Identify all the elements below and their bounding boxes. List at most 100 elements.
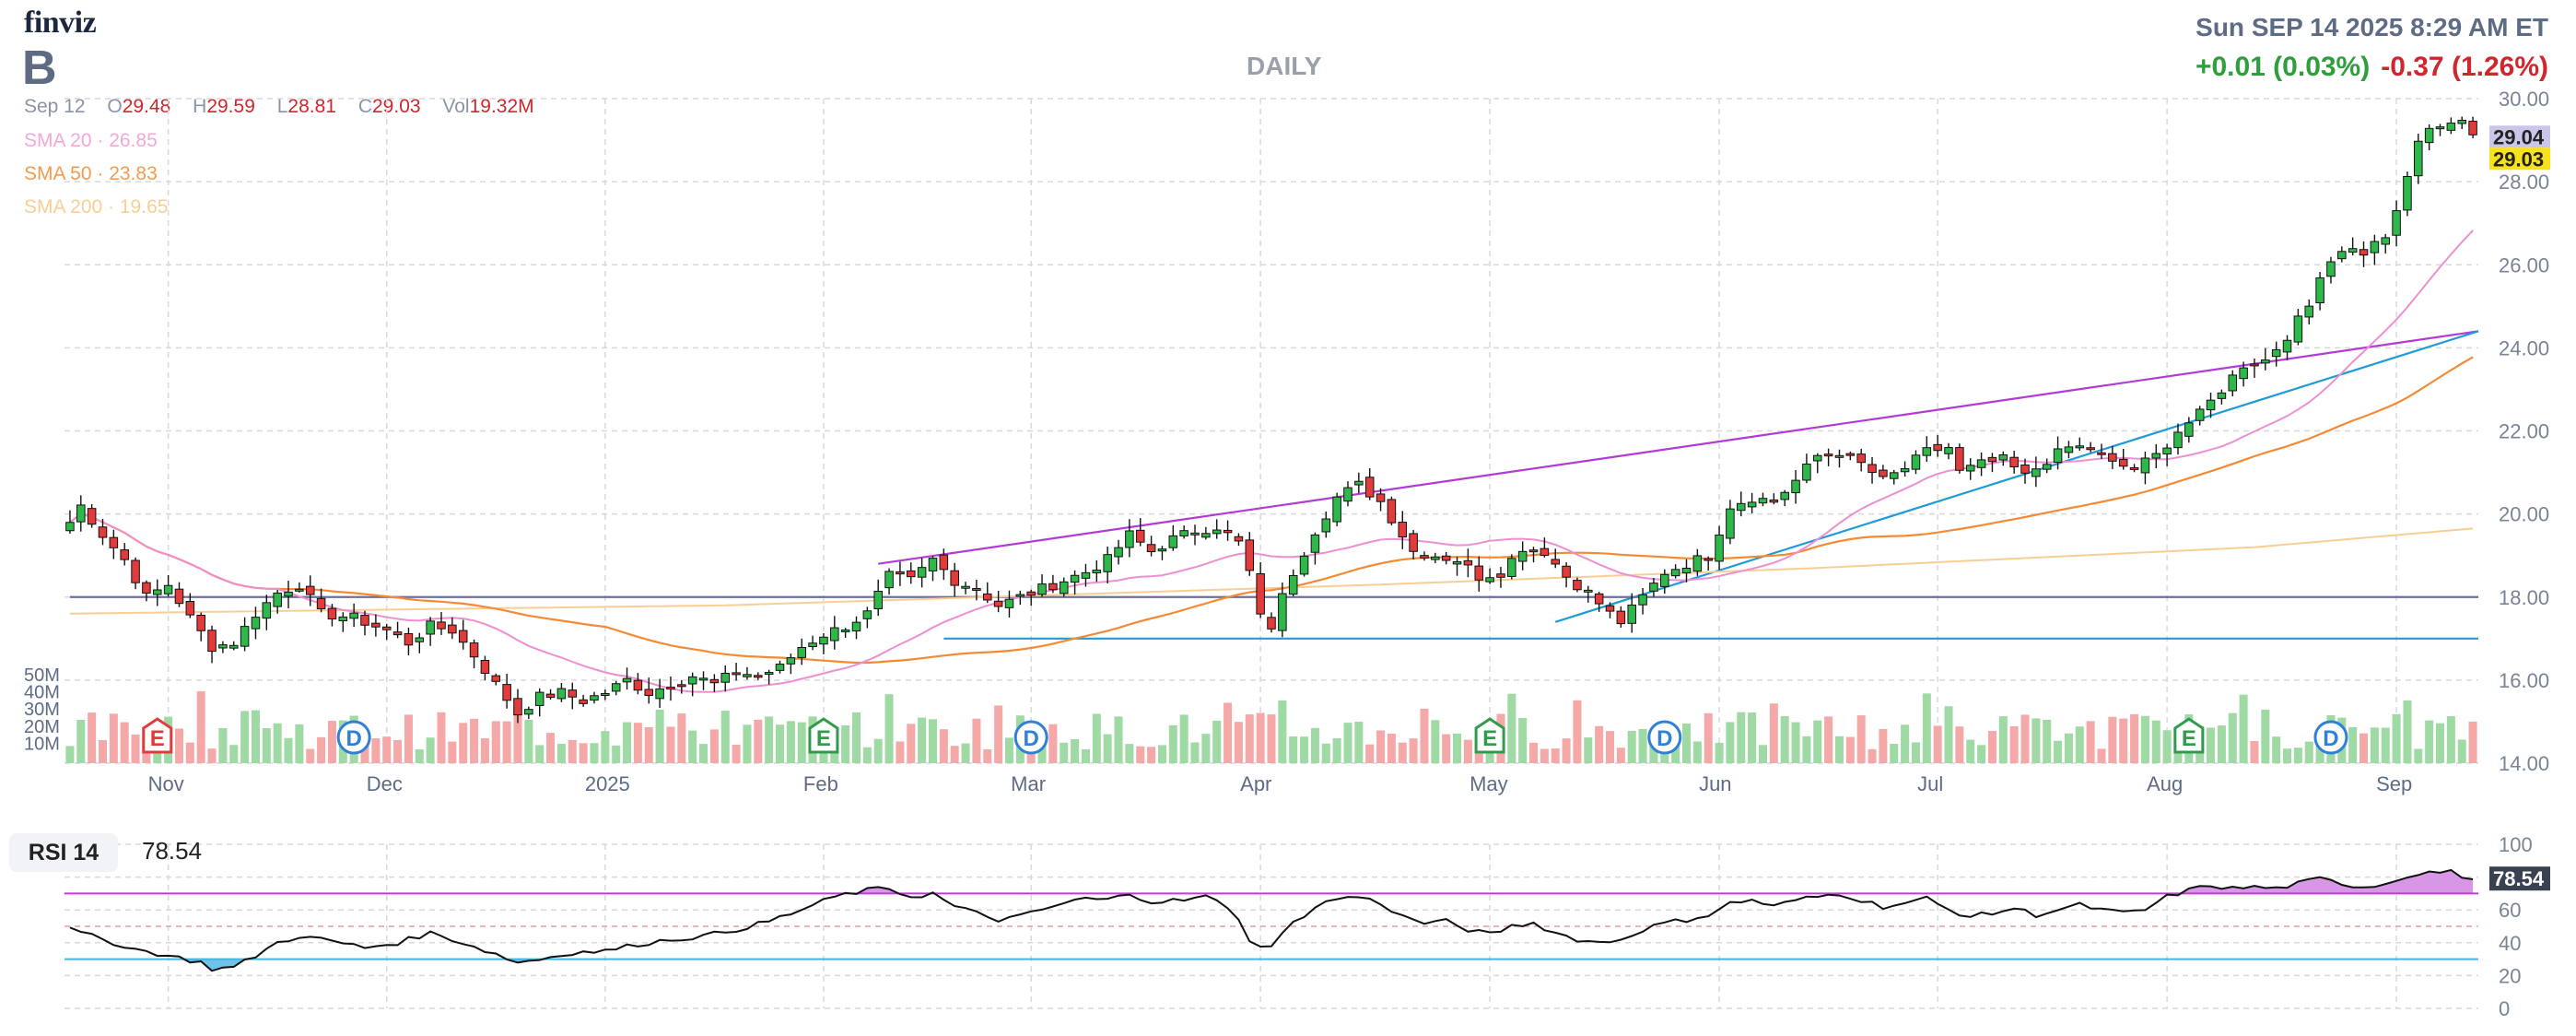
volume-bar [1715, 742, 1724, 763]
volume-bar [1168, 724, 1177, 763]
event-marker-label: E [2182, 726, 2196, 751]
volume-bar [1376, 730, 1386, 763]
candle-body [1135, 529, 1145, 543]
volume-bar [502, 721, 511, 763]
volume-bar [732, 745, 741, 763]
time-tick-label: Jul [1917, 772, 1943, 795]
candle-body [677, 684, 686, 688]
candle-body [2009, 456, 2019, 468]
volume-bar [612, 745, 621, 763]
time-tick-label: Nov [148, 772, 184, 795]
volume-bar [1758, 745, 1767, 763]
last-price-badge-bg [2489, 125, 2550, 148]
sma20-legend[interactable]: SMA 20 · 26.85 [24, 130, 158, 151]
rsi-tick-label: 60 [2499, 899, 2521, 922]
candle-body [1726, 508, 1735, 539]
candle-body [2435, 126, 2445, 130]
candle-body [1737, 502, 1746, 512]
volume-bar [1933, 725, 1942, 763]
sma20-line [69, 230, 2474, 693]
candle-body [2162, 447, 2172, 455]
sma200-legend[interactable]: SMA 200 · 19.65 [24, 196, 169, 218]
volume-bar [284, 737, 293, 763]
volume-bar [688, 730, 697, 763]
trendline-upper-channel [878, 330, 2479, 565]
candle-body [786, 657, 796, 665]
volume-bar [437, 712, 446, 763]
candle-body [2129, 466, 2139, 470]
sma50-legend[interactable]: SMA 50 · 23.83 [24, 163, 158, 184]
volume-bar [1562, 738, 1571, 763]
volume-bar [961, 743, 970, 763]
candle-body [437, 621, 446, 630]
candle-body [2053, 448, 2063, 464]
close-label: C [357, 96, 372, 117]
candle-body [1758, 498, 1768, 504]
close-value: 29.03 [372, 96, 421, 117]
volume-bar [131, 734, 140, 763]
volume-bar [2108, 716, 2117, 763]
close-price-badge: 29.03 [2493, 147, 2544, 171]
candle-body [993, 600, 1003, 607]
volume-bar [404, 714, 413, 763]
candle-body [1791, 479, 1800, 494]
volume-bar [327, 721, 336, 763]
volume-bar [1278, 700, 1287, 763]
candle-body [830, 627, 839, 642]
volume-bar [841, 725, 850, 763]
price-tick-label: 26.00 [2499, 253, 2549, 277]
candle-body [240, 626, 250, 647]
sma50-line [69, 356, 2474, 665]
candle-body [1234, 536, 1244, 542]
candle-body [1649, 583, 1658, 592]
volume-bar [2162, 730, 2172, 763]
finviz-logo[interactable]: finviz [24, 6, 97, 40]
volume-bar [1256, 712, 1265, 763]
candle-body [1004, 598, 1014, 608]
volume-bar [1147, 747, 1156, 763]
volume-bar [699, 744, 708, 763]
candle-body [1015, 594, 1025, 597]
volume-bar [2261, 709, 2270, 763]
timeframe-label[interactable]: DAILY [1247, 52, 1322, 80]
candle-body [862, 610, 872, 619]
candle-body [1092, 570, 1102, 574]
candle-body [2293, 315, 2303, 343]
volume-bar [1529, 742, 1539, 763]
volume-bar [1780, 715, 1789, 763]
volume-bar [207, 748, 217, 763]
open-label: O [107, 96, 123, 117]
candle-body [273, 592, 282, 607]
volume-bar [1463, 739, 1472, 763]
volume-bar [873, 738, 883, 763]
high-value: 29.59 [206, 96, 255, 117]
volume-bar [720, 711, 730, 763]
candle-body [1802, 463, 1811, 481]
volume-bar [371, 738, 381, 763]
volume-bar [1573, 700, 1582, 763]
volume-bar [1595, 725, 1604, 763]
trendline-rising-support [1554, 330, 2479, 623]
rsi-label[interactable]: RSI 14 [9, 833, 118, 872]
candle-body [1310, 534, 1320, 553]
volume-bar [950, 746, 959, 763]
candle-body [305, 585, 315, 595]
volume-bar [1726, 722, 1735, 763]
earnings-marker [1474, 717, 1505, 754]
candle-body [2424, 127, 2434, 144]
volume-bar [1551, 748, 1560, 763]
volume-bar [426, 737, 435, 763]
candle-body [1976, 459, 1986, 468]
ohlc-readout: Sep 12 O29.48 H29.59 L28.81 C29.03 Vol19… [24, 96, 534, 118]
candle-body [163, 584, 173, 595]
candle-body [775, 664, 785, 671]
candle-body [2337, 251, 2347, 260]
volume-bar [623, 722, 632, 763]
volume-bar [1289, 736, 1298, 763]
volume-bar [1627, 730, 1636, 763]
change-positive: +0.01 (0.03%) [2195, 52, 2371, 82]
candle-body [98, 526, 108, 538]
volume-bar [2468, 721, 2477, 763]
candle-body [1157, 548, 1167, 552]
